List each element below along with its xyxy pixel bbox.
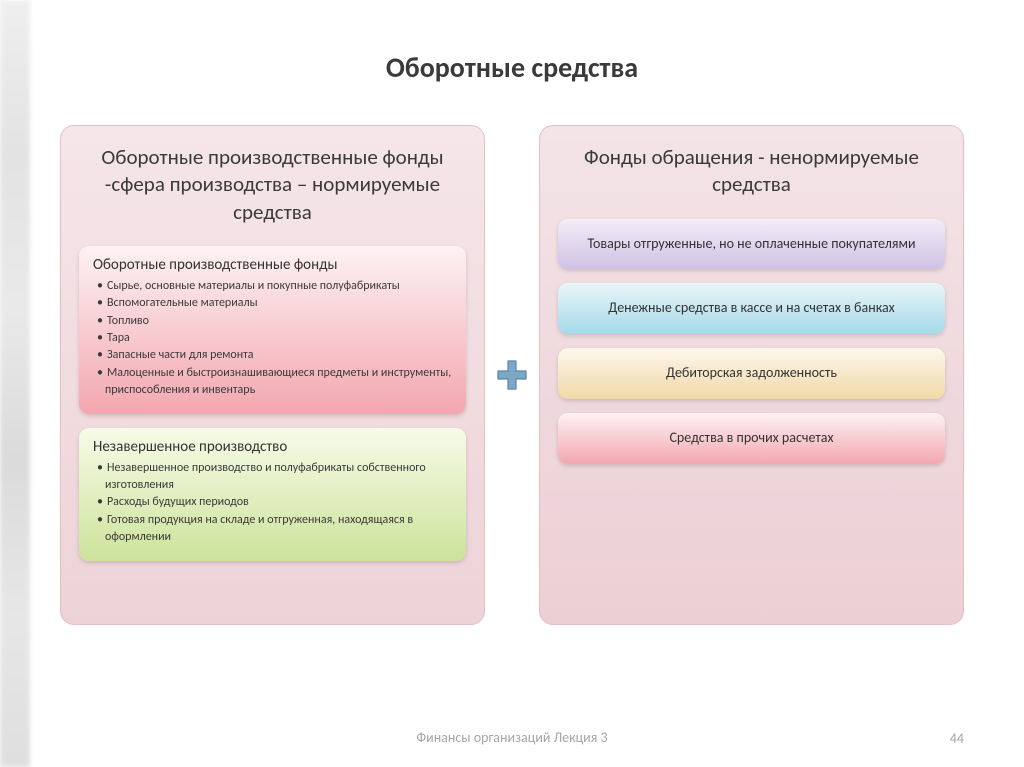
right-item: Товары отгруженные, но не оплаченные пок… [558,219,945,270]
left-box-1-title: Оборотные производственные фонды [93,256,452,274]
right-items-container: Товары отгруженные, но не оплаченные пок… [558,219,945,465]
list-item: Сырье, основные материалы и покупные пол… [97,278,452,295]
left-box-2: Незавершенное производство Незавершенное… [79,428,466,561]
footer: Финансы организаций Лекция 3 [0,728,1024,747]
left-box-1-list: Сырье, основные материалы и покупные пол… [93,278,452,400]
list-item: Малоценные и быстроизнашивающиеся предме… [97,365,452,400]
plus-icon [495,358,529,392]
page-number: 44 [950,730,964,747]
list-item: Расходы будущих периодов [97,494,452,511]
left-panel-title: Оборотные производственные фонды -сфера … [79,144,466,226]
slide-title: Оборотные средства [60,50,964,85]
list-item: Тара [97,330,452,347]
right-item: Средства в прочих расчетах [558,413,945,464]
list-item: Вспомогательные материалы [97,295,452,312]
left-box-1: Оборотные производственные фонды Сырье, … [79,246,466,414]
left-panel: Оборотные производственные фонды -сфера … [60,125,485,625]
slide-container: Оборотные средства Оборотные производств… [0,0,1024,767]
list-item: Топливо [97,313,452,330]
right-item: Денежные средства в кассе и на счетах в … [558,283,945,334]
right-panel: Фонды обращения - ненормируемые средства… [539,125,964,625]
left-box-2-list: Незавершенное производство и полуфабрика… [93,460,452,547]
footer-text: Финансы организаций Лекция 3 [416,729,607,746]
panels-row: Оборотные производственные фонды -сфера … [60,125,964,625]
list-item: Готовая продукция на складе и отгруженна… [97,512,452,547]
right-item: Дебиторская задолженность [558,348,945,399]
list-item: Запасные части для ремонта [97,347,452,364]
list-item: Незавершенное производство и полуфабрика… [97,460,452,495]
left-box-2-title: Незавершенное производство [93,438,452,456]
right-panel-title: Фонды обращения - ненормируемые средства [558,144,945,199]
